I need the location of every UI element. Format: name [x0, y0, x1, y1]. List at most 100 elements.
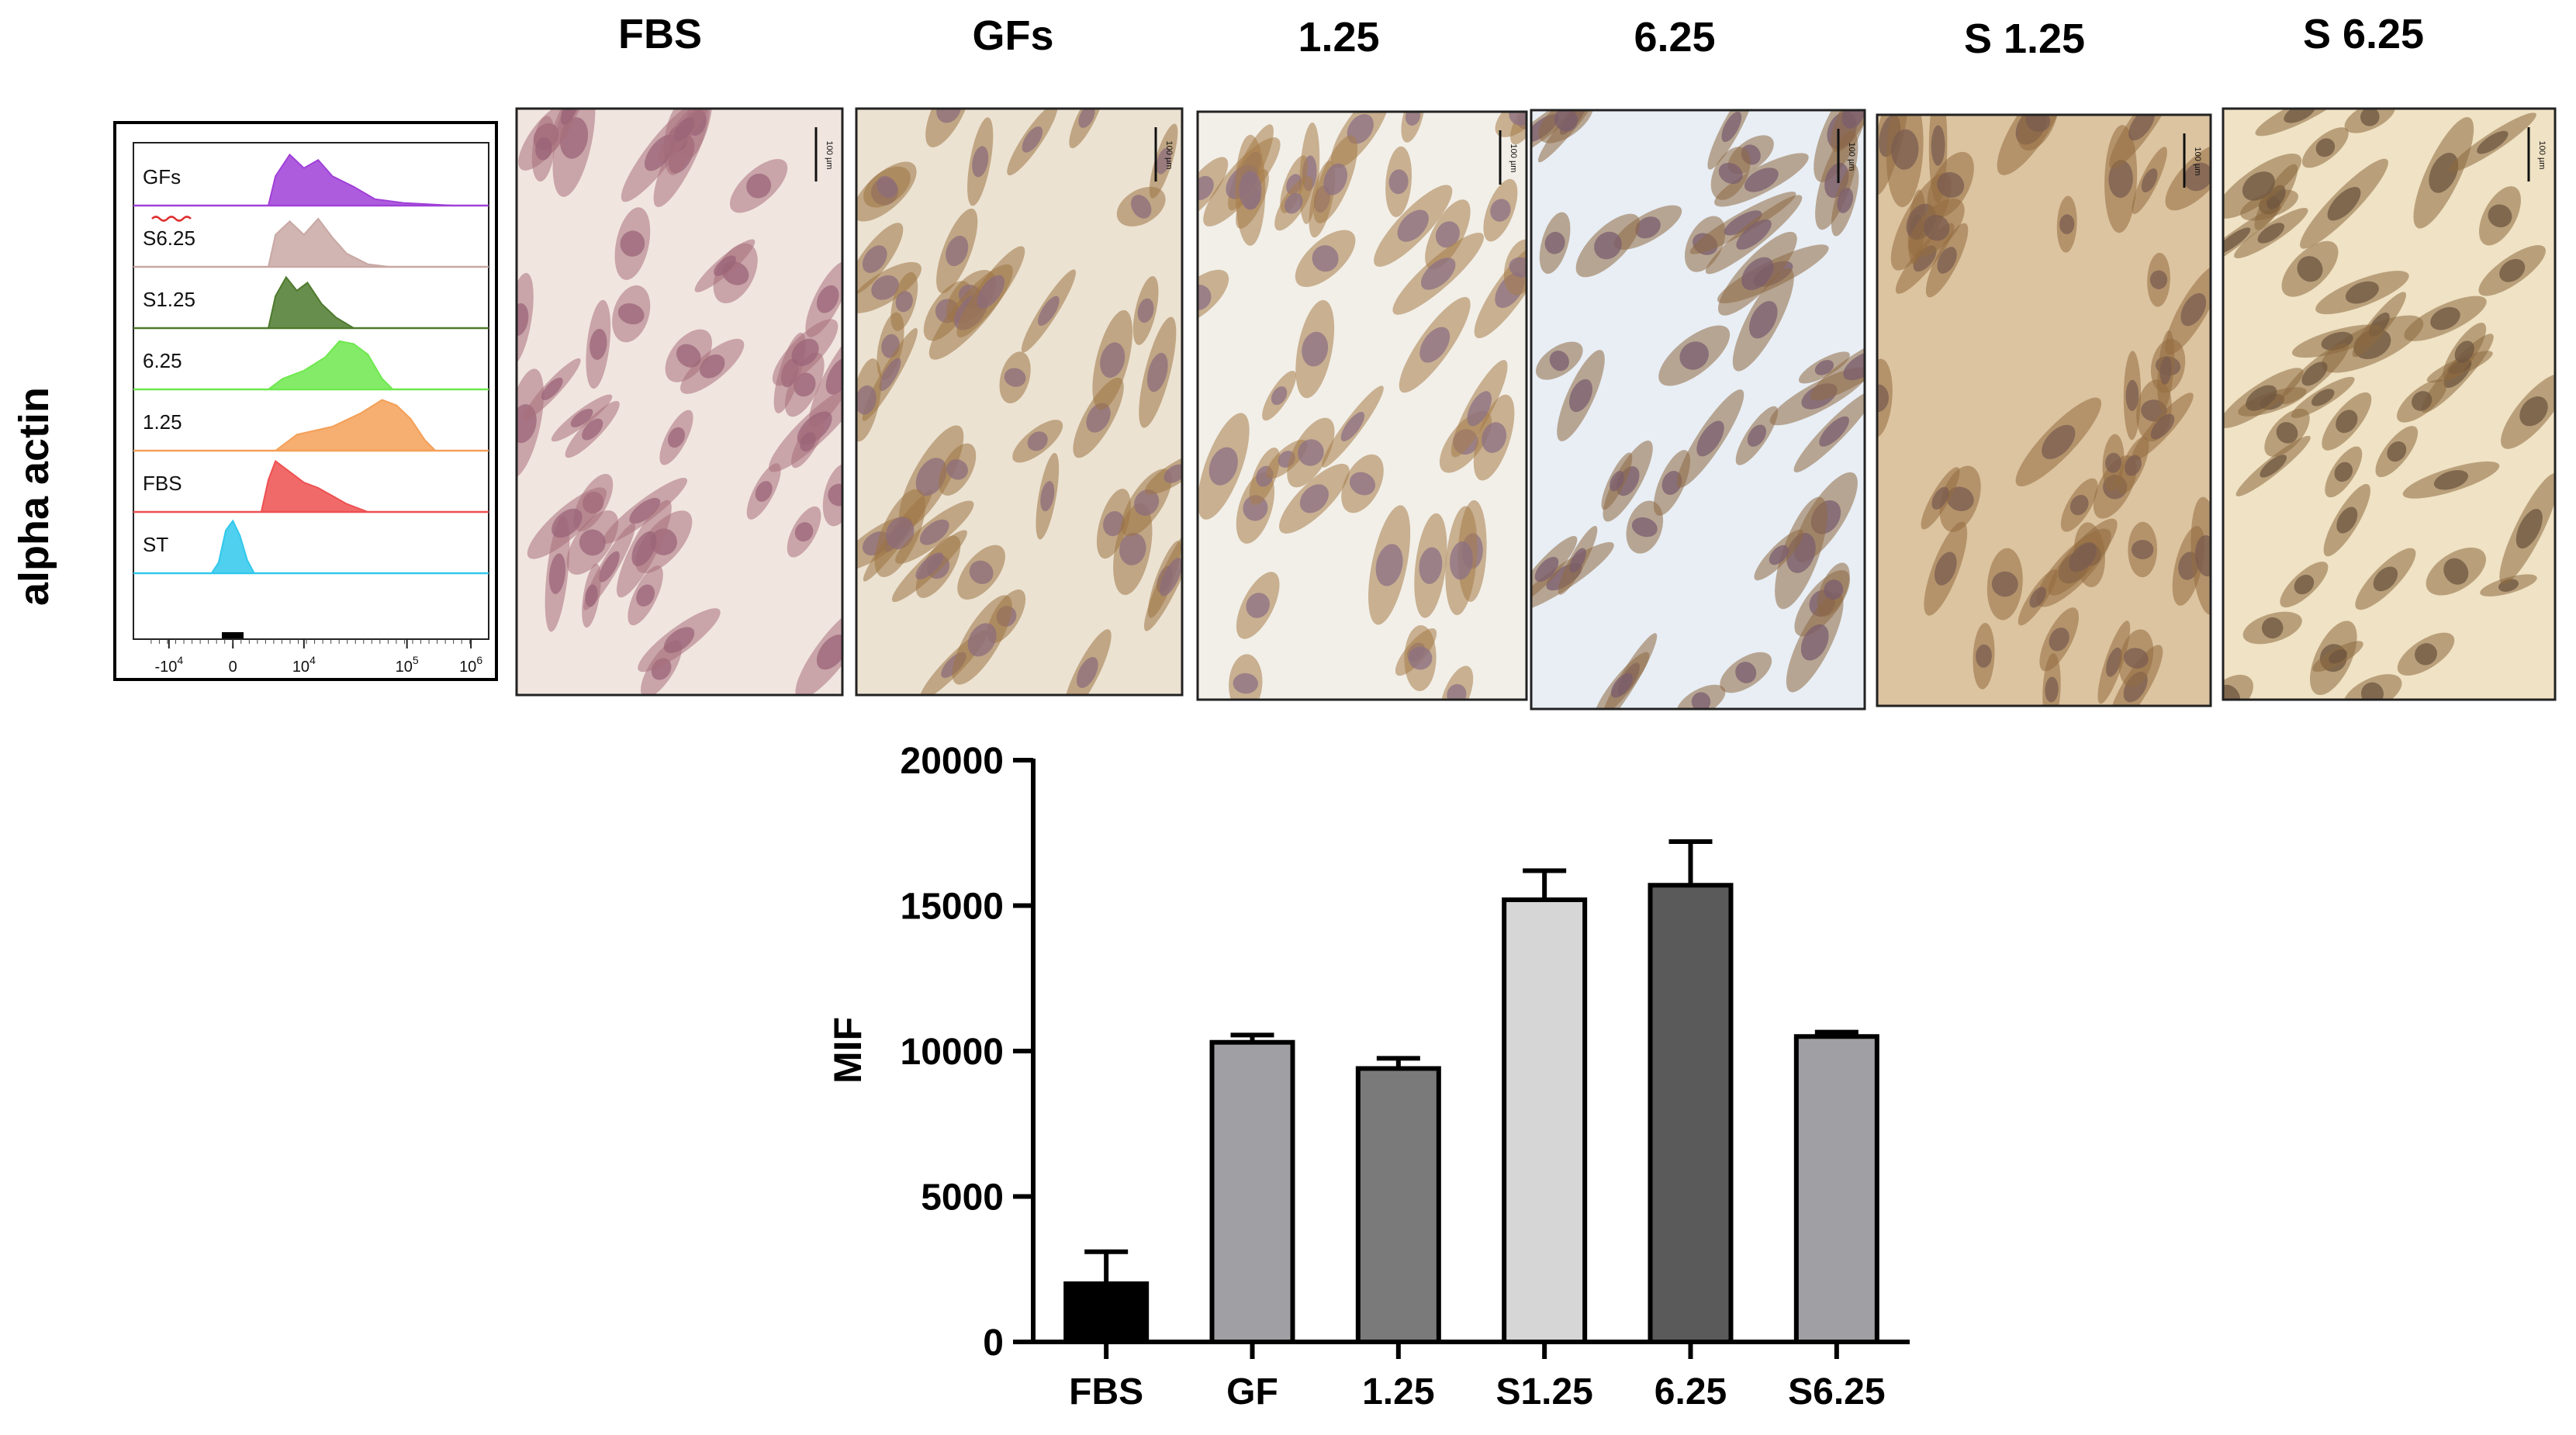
- micrograph-2: 100 µm: [856, 109, 1182, 695]
- scale-bar-label: 100 µm: [1847, 143, 1856, 171]
- cell-nucleus: [1747, 424, 1766, 447]
- cell-nucleus: [668, 427, 685, 448]
- cell-nucleus: [2149, 270, 2168, 289]
- y-tick-label: 0: [983, 1323, 1004, 1364]
- histogram-gfs: [267, 153, 454, 206]
- micrograph-frame: [1530, 109, 1866, 711]
- cell-nucleus: [2029, 586, 2046, 608]
- cell-nucleus: [1239, 171, 1262, 210]
- cell-nucleus: [2159, 356, 2172, 385]
- cell-nucleus: [1164, 464, 1182, 483]
- cell-nucleus: [1610, 471, 1624, 492]
- x-tick-label: 1.25: [1362, 1371, 1434, 1413]
- y-tick-label: 10000: [901, 1032, 1004, 1073]
- cell-nucleus: [1679, 341, 1709, 370]
- cell-nucleus: [1027, 431, 1048, 451]
- cell-nucleus: [1198, 175, 1214, 201]
- cell-nucleus: [946, 235, 969, 267]
- cell-nucleus: [1509, 112, 1527, 126]
- cell-nucleus: [1419, 547, 1443, 584]
- cell-nucleus: [2415, 643, 2437, 666]
- chart-y-label: MIF: [826, 1017, 870, 1084]
- cell-nucleus: [967, 623, 997, 657]
- cell-nucleus: [590, 328, 607, 360]
- cell-nucleus: [1299, 484, 1329, 513]
- cell-nucleus: [517, 303, 529, 337]
- bar-chart: MIF 0 5000 10000 15000 20000 FBS GF 1.25 S1.25 6.…: [826, 741, 1910, 1413]
- cell-nucleus: [2261, 617, 2284, 639]
- cell-nucleus: [862, 245, 887, 273]
- cell-nucleus: [1749, 301, 1778, 339]
- histogram-label: S1.25: [143, 288, 195, 311]
- cell-nucleus: [1631, 517, 1658, 538]
- cell-nucleus: [1131, 195, 1152, 219]
- cell-nucleus: [1721, 111, 1742, 143]
- cell-nucleus: [1837, 188, 1854, 213]
- cell-nucleus: [2106, 647, 2122, 677]
- y-tick-label: 20000: [901, 741, 1004, 782]
- cell-nucleus: [1298, 439, 1324, 466]
- cell-nucleus: [2125, 379, 2139, 411]
- cell-nucleus: [1923, 214, 1950, 241]
- cell-nucleus: [2345, 281, 2379, 304]
- cell-nucleus: [599, 551, 620, 583]
- cell-nucleus: [2294, 575, 2315, 595]
- histogram-label: 6.25: [143, 349, 182, 372]
- x-tick-label: FBS: [1069, 1371, 1143, 1413]
- cell-nucleus: [2373, 566, 2398, 592]
- cell-nucleus: [871, 275, 899, 300]
- micrograph-frame: [855, 107, 1184, 697]
- cell-nucleus: [1467, 391, 1492, 427]
- cell-nucleus: [1946, 486, 1974, 511]
- cell-nucleus: [895, 291, 913, 313]
- cell-nucleus: [1490, 199, 1511, 222]
- cell-nucleus: [2059, 214, 2075, 234]
- cell-nucleus: [1718, 162, 1743, 185]
- cell-nucleus: [2334, 462, 2353, 482]
- cell-nucleus: [1233, 673, 1258, 694]
- cell-nucleus: [1736, 219, 1772, 250]
- scale-bar-label: 100 µm: [2193, 147, 2202, 176]
- micrograph-frame: [1876, 113, 2212, 707]
- cell-nucleus: [1937, 171, 1965, 198]
- cell-nucleus: [2454, 341, 2474, 363]
- scale-bar-label: 100 µm: [825, 141, 834, 170]
- cell-nucleus: [1022, 126, 1043, 153]
- cell-nucleus: [1435, 221, 1460, 248]
- cell-nucleus: [1991, 571, 2018, 597]
- cell-nucleus: [755, 481, 773, 502]
- cell-nucleus: [714, 255, 736, 276]
- bar-gf: [1209, 1039, 1295, 1344]
- cell-nucleus: [1160, 558, 1182, 596]
- cell-nucleus: [2223, 227, 2251, 254]
- cell-nucleus: [1735, 662, 1757, 683]
- cell-nucleus: [1724, 210, 1762, 236]
- cell-nucleus: [2519, 396, 2548, 427]
- histogram-1-25: [273, 399, 437, 451]
- cell-nucleus: [816, 635, 842, 670]
- cell-nucleus: [629, 497, 661, 524]
- cell-nucleus: [1800, 624, 1829, 661]
- cell-nucleus: [2246, 385, 2277, 411]
- cell-nucleus: [2045, 676, 2059, 703]
- histogram-label: FBS: [143, 472, 182, 495]
- cell-nucleus: [1937, 247, 1957, 274]
- cell-nucleus: [1976, 644, 1992, 668]
- micrograph-frame: [515, 107, 844, 697]
- cell-nucleus: [1569, 379, 1592, 413]
- cell-nucleus: [2412, 391, 2433, 411]
- cell-nucleus: [2042, 424, 2076, 459]
- scale-bar-label: 100 µm: [2537, 141, 2547, 170]
- cell-nucleus: [2105, 452, 2121, 473]
- cell-nucleus: [1934, 552, 1957, 586]
- cell-nucleus: [1302, 331, 1329, 367]
- cell-nucleus: [1388, 169, 1409, 195]
- cell-nucleus: [1610, 673, 1633, 698]
- cell-nucleus: [673, 117, 695, 142]
- cell-nucleus: [915, 552, 944, 580]
- cell-body: [925, 109, 973, 147]
- micrograph-5: 100 µm: [1877, 115, 2211, 706]
